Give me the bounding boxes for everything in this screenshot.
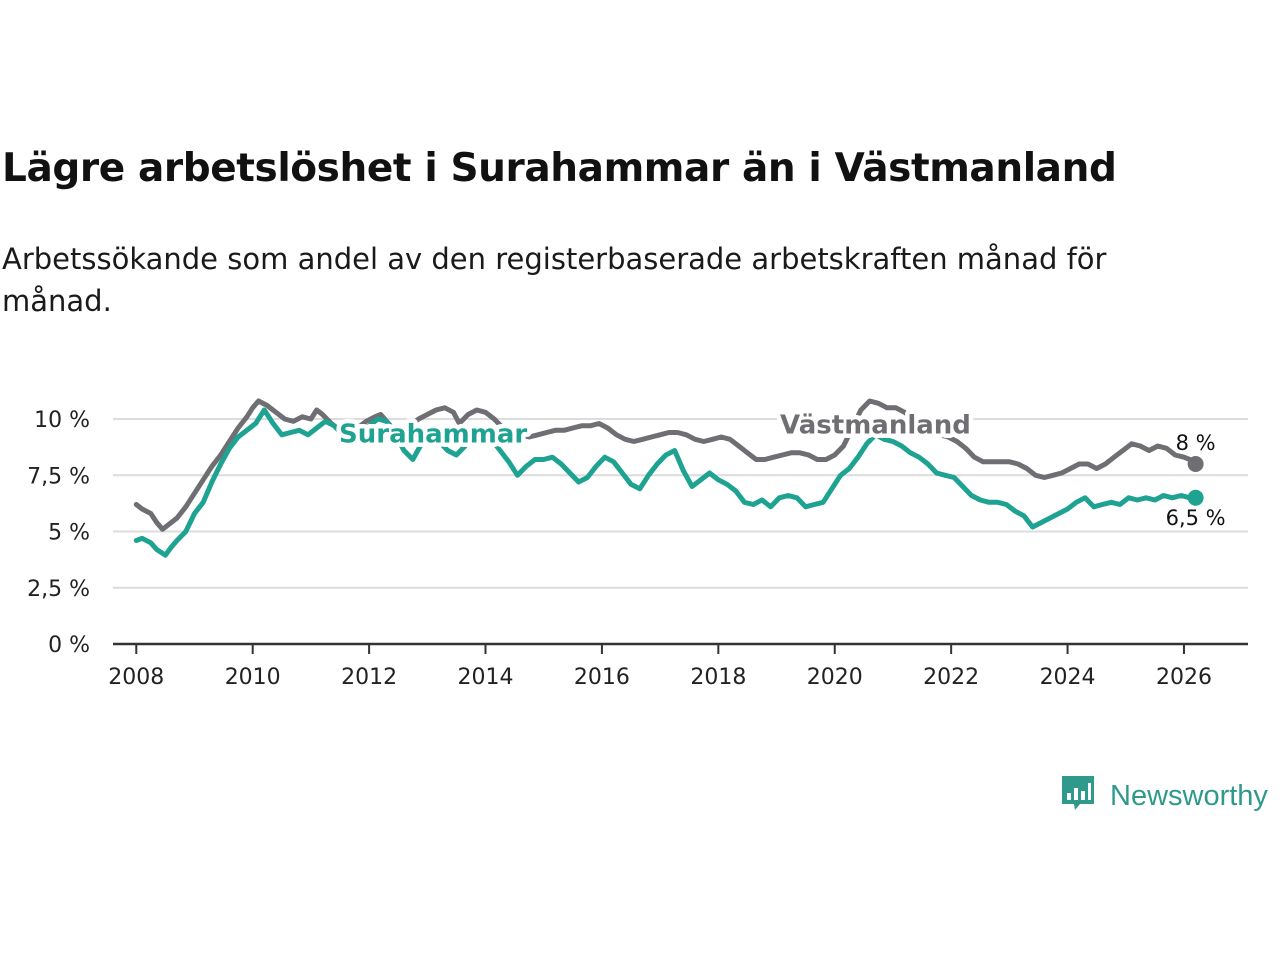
y-tick-label: 5 % bbox=[48, 521, 90, 546]
y-tick-label: 0 % bbox=[48, 633, 90, 658]
y-tick-label: 2,5 % bbox=[27, 577, 90, 602]
x-tick-label: 2022 bbox=[923, 665, 979, 690]
series-line-västmanland bbox=[133, 398, 1199, 532]
line-chart: 0 % 2,5 % 5 % 7,5 % 10 % 2008 2010 2012 2014 201… bbox=[27, 398, 1248, 690]
y-tick-label: 7,5 % bbox=[27, 464, 90, 489]
x-tick-label: 2010 bbox=[225, 665, 281, 690]
series-end-points: 8 % 6,5 % bbox=[1166, 431, 1226, 530]
series-line-surahammar bbox=[133, 407, 1199, 558]
end-point-surahammar bbox=[1187, 489, 1204, 506]
x-tick-label: 2024 bbox=[1040, 665, 1096, 690]
end-value-label-surahammar: 6,5 % bbox=[1166, 506, 1226, 530]
series-annotations: Surahammar Västmanland bbox=[335, 406, 976, 454]
y-axis-tick-labels: 0 % 2,5 % 5 % 7,5 % 10 % bbox=[27, 408, 90, 658]
newsworthy-chart-logo-icon bbox=[1062, 776, 1094, 810]
x-tick-label: 2012 bbox=[341, 665, 397, 690]
x-tick-label: 2016 bbox=[574, 665, 630, 690]
x-tick-label: 2026 bbox=[1156, 665, 1212, 690]
newsworthy-brand: Newsworthy bbox=[1060, 774, 1268, 818]
x-tick-label: 2018 bbox=[690, 665, 746, 690]
end-point-västmanland bbox=[1187, 456, 1204, 472]
x-tick-label: 2008 bbox=[108, 665, 164, 690]
x-tick-label: 2020 bbox=[807, 665, 863, 690]
series-label-västmanland: Västmanland bbox=[780, 411, 971, 441]
series-label-surahammar: Surahammar bbox=[339, 420, 527, 450]
chart-title: Lägre arbetslöshet i Surahammar än i Väs… bbox=[2, 146, 1117, 191]
x-tick-label: 2014 bbox=[458, 665, 514, 690]
x-axis: 2008 2010 2012 2014 2016 2018 2020 2022 2024 2026 bbox=[108, 642, 1248, 690]
series-lines bbox=[133, 398, 1199, 558]
end-value-label-västmanland: 8 % bbox=[1176, 431, 1216, 455]
brand-name: Newsworthy bbox=[1110, 779, 1268, 812]
chart-subtitle: Arbetssökande som andel av den registerb… bbox=[2, 242, 1107, 318]
y-tick-label: 10 % bbox=[34, 408, 90, 433]
